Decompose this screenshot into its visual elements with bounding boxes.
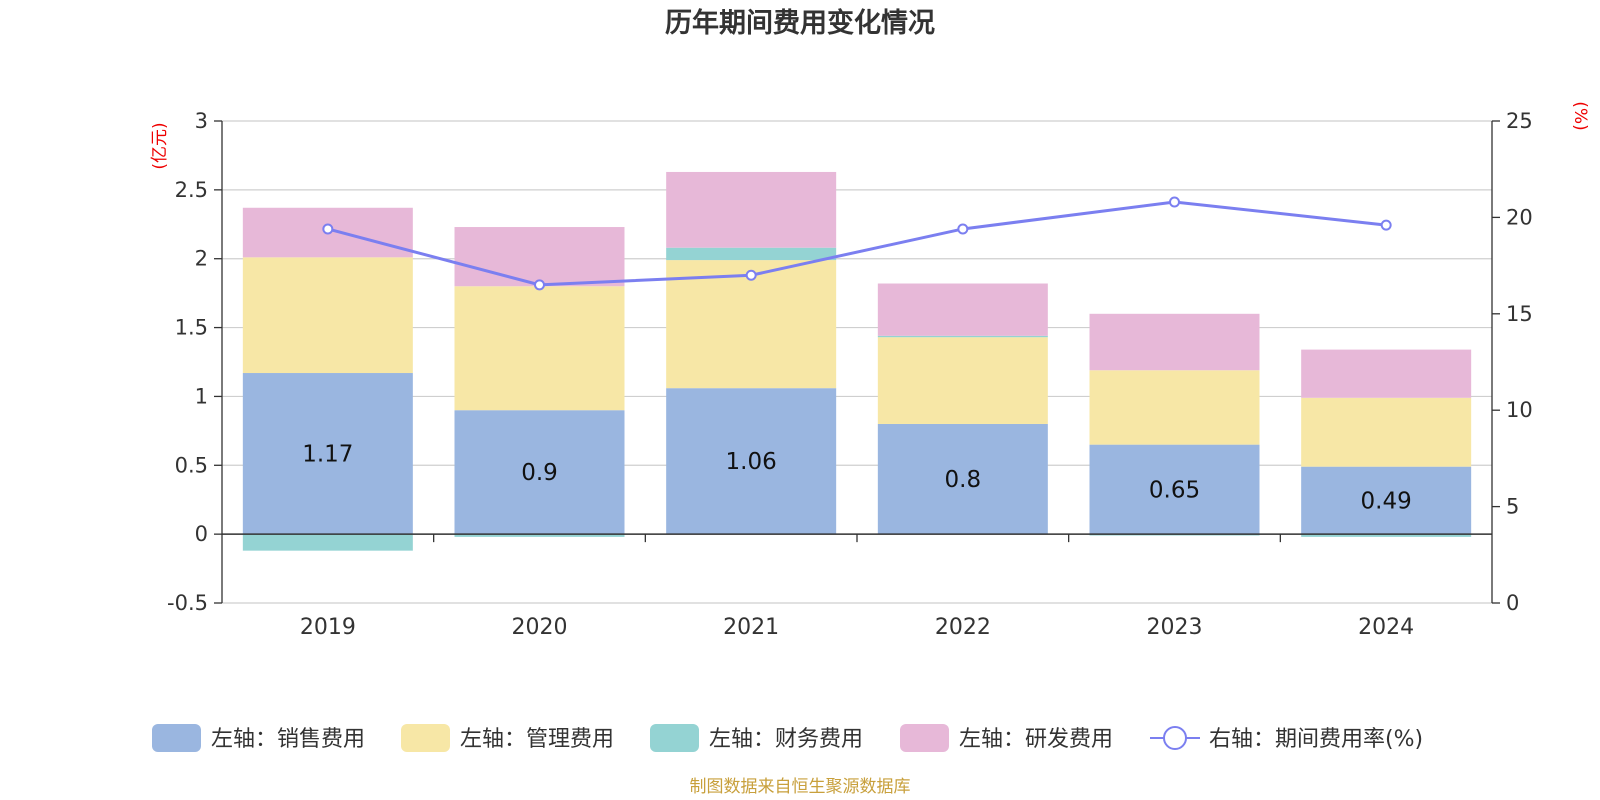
legend-label: 左轴：管理费用 — [460, 727, 614, 752]
right-tick-label: 10 — [1506, 398, 1533, 422]
source-note: 制图数据来自恒生聚源数据库 — [690, 777, 911, 797]
legend-label: 左轴：研发费用 — [959, 727, 1113, 752]
bar-segment — [454, 227, 625, 287]
x-tick-label: 2023 — [1147, 615, 1203, 640]
legend: 左轴：销售费用 左轴：管理费用 左轴：财务费用 左轴：研发费用 右轴：期间费用率(%) — [152, 724, 1423, 752]
left-tick-label: 1.5 — [175, 316, 208, 340]
bar-segment — [454, 286, 625, 411]
bar-segment — [454, 410, 625, 535]
right-tick-label: 0 — [1506, 591, 1519, 615]
legend-label: 左轴：财务费用 — [709, 727, 863, 752]
left-axis-unit: (亿元) — [150, 122, 170, 169]
x-tick-label: 2024 — [1358, 615, 1414, 640]
x-tick-label: 2020 — [512, 615, 568, 640]
data-label: 0.9 — [521, 460, 558, 486]
left-tick-label: 3 — [195, 109, 208, 133]
bar-segment — [242, 257, 413, 374]
left-tick-label: 1 — [195, 384, 208, 408]
bar-segment — [877, 283, 1048, 336]
bar-segment — [1301, 349, 1472, 398]
rate-point — [745, 269, 757, 281]
bar-segment — [1089, 313, 1260, 371]
left-tick-label: 2.5 — [175, 178, 208, 202]
left-tick-label: 2 — [195, 247, 208, 271]
left-tick-label: -0.5 — [167, 591, 208, 615]
bar-segment — [877, 337, 1048, 424]
bar-segment — [1301, 397, 1472, 467]
rate-line-series — [322, 196, 1392, 291]
bar-segment — [242, 373, 413, 535]
data-label: 1.17 — [302, 442, 353, 468]
data-label: 1.06 — [726, 449, 777, 475]
bar-segment — [666, 247, 837, 261]
rate-point — [1169, 196, 1180, 208]
legend-marker — [1163, 726, 1187, 750]
bar-segment — [242, 534, 413, 551]
legend-swatch — [650, 724, 699, 752]
right-axis-unit: (%) — [1570, 101, 1590, 130]
x-tick-label: 2022 — [935, 615, 991, 640]
x-tick-label: 2021 — [723, 615, 779, 640]
rate-point — [534, 279, 545, 291]
right-tick-label: 5 — [1506, 495, 1519, 519]
legend-swatch — [900, 724, 949, 752]
bar-series — [242, 171, 1472, 551]
rate-line — [327, 200, 1387, 287]
rate-point — [322, 223, 334, 235]
data-label: 0.8 — [945, 467, 982, 493]
left-tick-label: 0.5 — [175, 453, 208, 477]
legend-label: 左轴：销售费用 — [211, 727, 365, 752]
legend-swatch — [152, 724, 201, 752]
right-tick-label: 20 — [1506, 205, 1533, 229]
data-labels: 1.17 0.9 1.06 0.8 0.65 0.49 — [302, 442, 1412, 515]
legend-label: 右轴：期间费用率(%) — [1209, 727, 1423, 752]
bar-segment — [877, 423, 1048, 535]
legend-swatch — [401, 724, 450, 752]
rate-point — [957, 223, 969, 235]
bar-segment — [666, 388, 837, 535]
right-tick-label: 25 — [1506, 109, 1533, 133]
data-label: 0.65 — [1149, 477, 1200, 503]
left-tick-label: 0 — [195, 522, 208, 546]
bar-segment — [1089, 370, 1260, 445]
bar-segment — [1089, 444, 1260, 535]
bar-segment — [454, 534, 625, 537]
right-tick-label: 15 — [1506, 302, 1533, 326]
bar-segment — [666, 260, 837, 389]
chart-title: 历年期间费用变化情况 — [665, 7, 935, 39]
rate-point — [1380, 219, 1392, 231]
bar-segment — [1301, 534, 1472, 537]
bar-segment — [666, 171, 837, 248]
axes: -0.5 0 0.5 1 1.5 2 2.5 3 0 5 10 15 20 25 2019 2020 2021 2… — [167, 109, 1533, 640]
bar-segment — [877, 335, 1048, 338]
data-label: 0.49 — [1361, 488, 1412, 514]
bar-segment — [1301, 466, 1472, 535]
x-tick-label: 2019 — [300, 615, 356, 640]
